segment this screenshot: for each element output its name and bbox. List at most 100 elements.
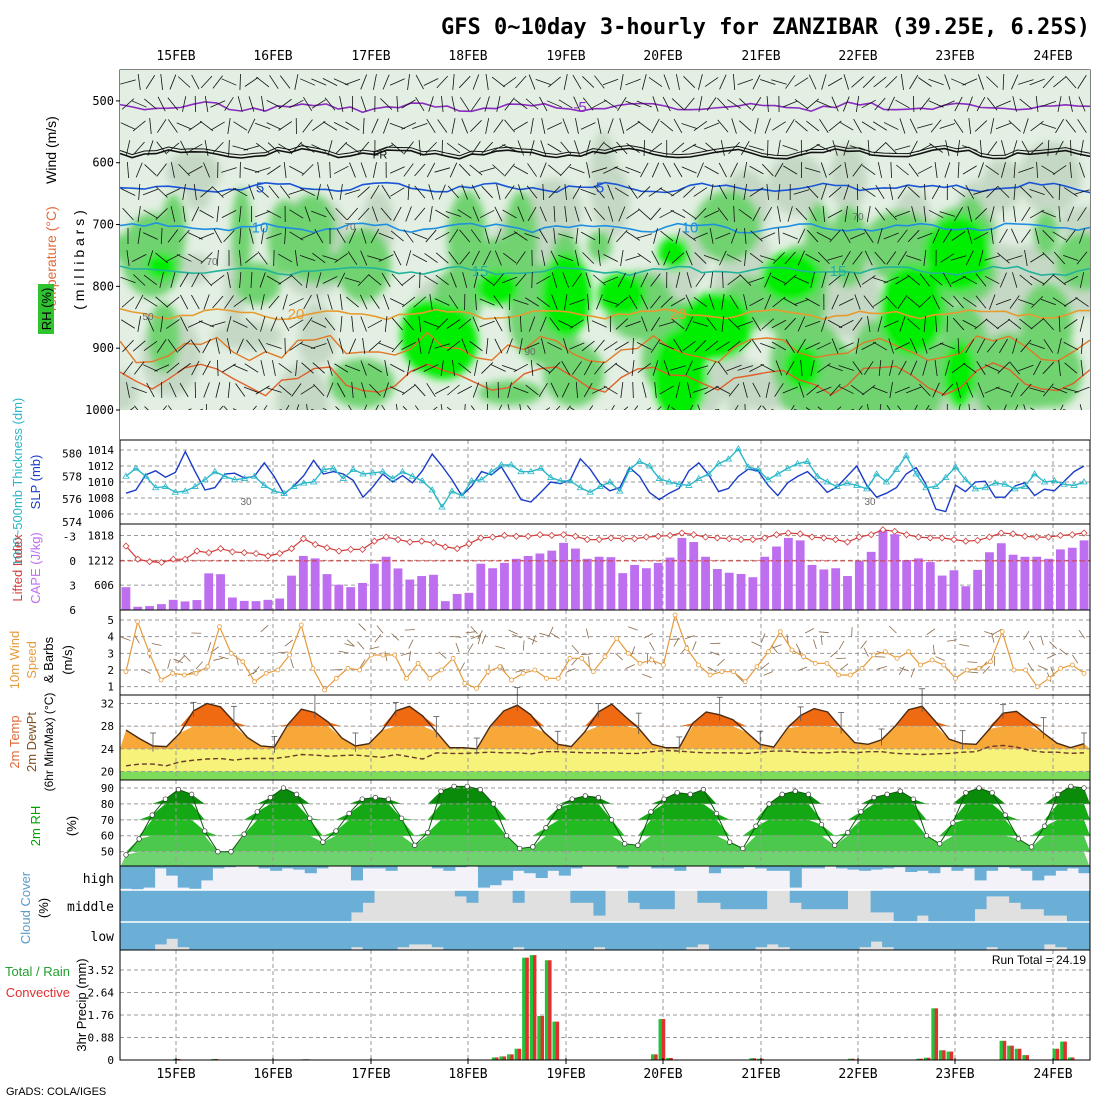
wind-barb-10m	[481, 634, 487, 644]
thickness-tick-label: 576	[62, 493, 82, 506]
wind-barb	[338, 338, 344, 354]
cloud-middle-cell	[628, 890, 641, 903]
thickness-point	[171, 488, 180, 495]
wind-barb	[968, 118, 972, 134]
wind-barb-10m	[477, 634, 482, 645]
wind-barb-10m	[839, 663, 849, 671]
precip-conv-bar	[1063, 1041, 1067, 1060]
wind-barb	[637, 253, 652, 263]
rh2m-band	[120, 803, 1090, 820]
wind-barb	[335, 141, 348, 155]
wind-barb	[907, 229, 920, 243]
wind-barb	[572, 184, 582, 200]
cloud-low-cell	[1043, 922, 1056, 945]
wind-barb	[402, 274, 416, 286]
wind-barb	[1036, 161, 1039, 179]
wind-barb	[957, 140, 961, 156]
wind-barb-10m	[709, 651, 720, 656]
wind-barb	[602, 299, 619, 305]
wind-barb	[391, 142, 404, 154]
wind-barb	[569, 319, 584, 329]
wind-barb	[504, 97, 515, 111]
wind-barb	[277, 253, 293, 263]
wind-barb	[671, 318, 685, 330]
wind-barb	[244, 77, 259, 87]
wind-barb	[939, 211, 956, 217]
wind-barb	[250, 271, 253, 289]
rh-cell	[181, 253, 210, 284]
wind-barb	[626, 209, 640, 219]
rh2m-point	[517, 845, 523, 852]
wind-barb	[795, 120, 808, 132]
wind-barb	[1058, 315, 1061, 333]
wind-barb	[821, 272, 827, 288]
wind-speed-point	[368, 652, 374, 658]
wind-barb	[294, 74, 299, 90]
wind-barb	[751, 97, 762, 111]
wind-barb	[853, 272, 862, 288]
wind-barb	[888, 338, 894, 354]
precip-conv-bar	[510, 1054, 514, 1060]
wind-barb	[458, 318, 472, 330]
wind-barb	[785, 118, 795, 134]
cape-bar	[582, 558, 592, 610]
wind-barb	[426, 383, 436, 397]
wind-speed-point	[298, 622, 304, 628]
precip-total-bar	[529, 955, 534, 1060]
wind-barb	[934, 162, 938, 178]
wind-barb	[311, 210, 327, 218]
wind-speed-point	[287, 652, 292, 658]
wind-barb	[481, 362, 494, 374]
wind-speed-point	[637, 660, 643, 666]
wind-barb	[445, 211, 462, 217]
cloud-high-cell	[720, 866, 733, 869]
wind-barb	[705, 142, 719, 154]
cloud-high-cell	[281, 866, 294, 869]
date-label-top: 23FEB	[935, 49, 974, 64]
wind-barb-10m	[400, 652, 411, 656]
wind-barb	[504, 119, 516, 133]
wind-barb	[602, 78, 619, 86]
rh2m-tick-label: 70	[101, 814, 114, 827]
rh2m-point	[608, 817, 615, 823]
wind-barb	[752, 316, 761, 332]
thickness-point	[882, 478, 891, 485]
wind-barb	[370, 184, 380, 200]
cloud-low-cell	[327, 922, 340, 950]
rh2m-point	[661, 796, 667, 802]
rh2m-point	[766, 801, 772, 807]
wind-barb	[418, 139, 421, 157]
rh-cell	[981, 159, 1022, 211]
wind-barb	[370, 228, 380, 244]
wind-barb	[406, 360, 411, 376]
wind-speed-point	[485, 669, 491, 675]
wind-barb	[539, 316, 547, 332]
wind-barb	[528, 316, 536, 332]
wind-barb-10m	[391, 633, 400, 641]
cape-bar	[736, 573, 746, 610]
wind-barb	[243, 167, 260, 173]
wind-barb	[413, 296, 427, 308]
wind-barb	[797, 228, 806, 244]
precip-conv-bar	[1025, 1055, 1029, 1060]
wind-barb-10m	[813, 639, 817, 650]
precip-side-2: Convective	[6, 985, 70, 1000]
wind-barb	[829, 229, 841, 243]
cloud-low-cell	[270, 922, 283, 950]
wind-barb	[434, 298, 450, 306]
rh2m-point	[464, 783, 470, 790]
wind-barb	[337, 272, 346, 288]
li-point	[583, 535, 591, 544]
li-point	[370, 537, 378, 545]
wind-barb	[248, 96, 255, 112]
wind-barb	[176, 122, 192, 130]
isotherm-label-10: 10	[252, 220, 269, 237]
wind-barb	[401, 122, 417, 130]
wind-barb-10m	[581, 653, 592, 655]
wind-barb	[547, 143, 562, 153]
rh2m-point	[162, 796, 169, 802]
cloud-low-cell	[778, 922, 791, 948]
wind-barb-10m	[933, 644, 935, 655]
wind-barb	[967, 228, 973, 244]
